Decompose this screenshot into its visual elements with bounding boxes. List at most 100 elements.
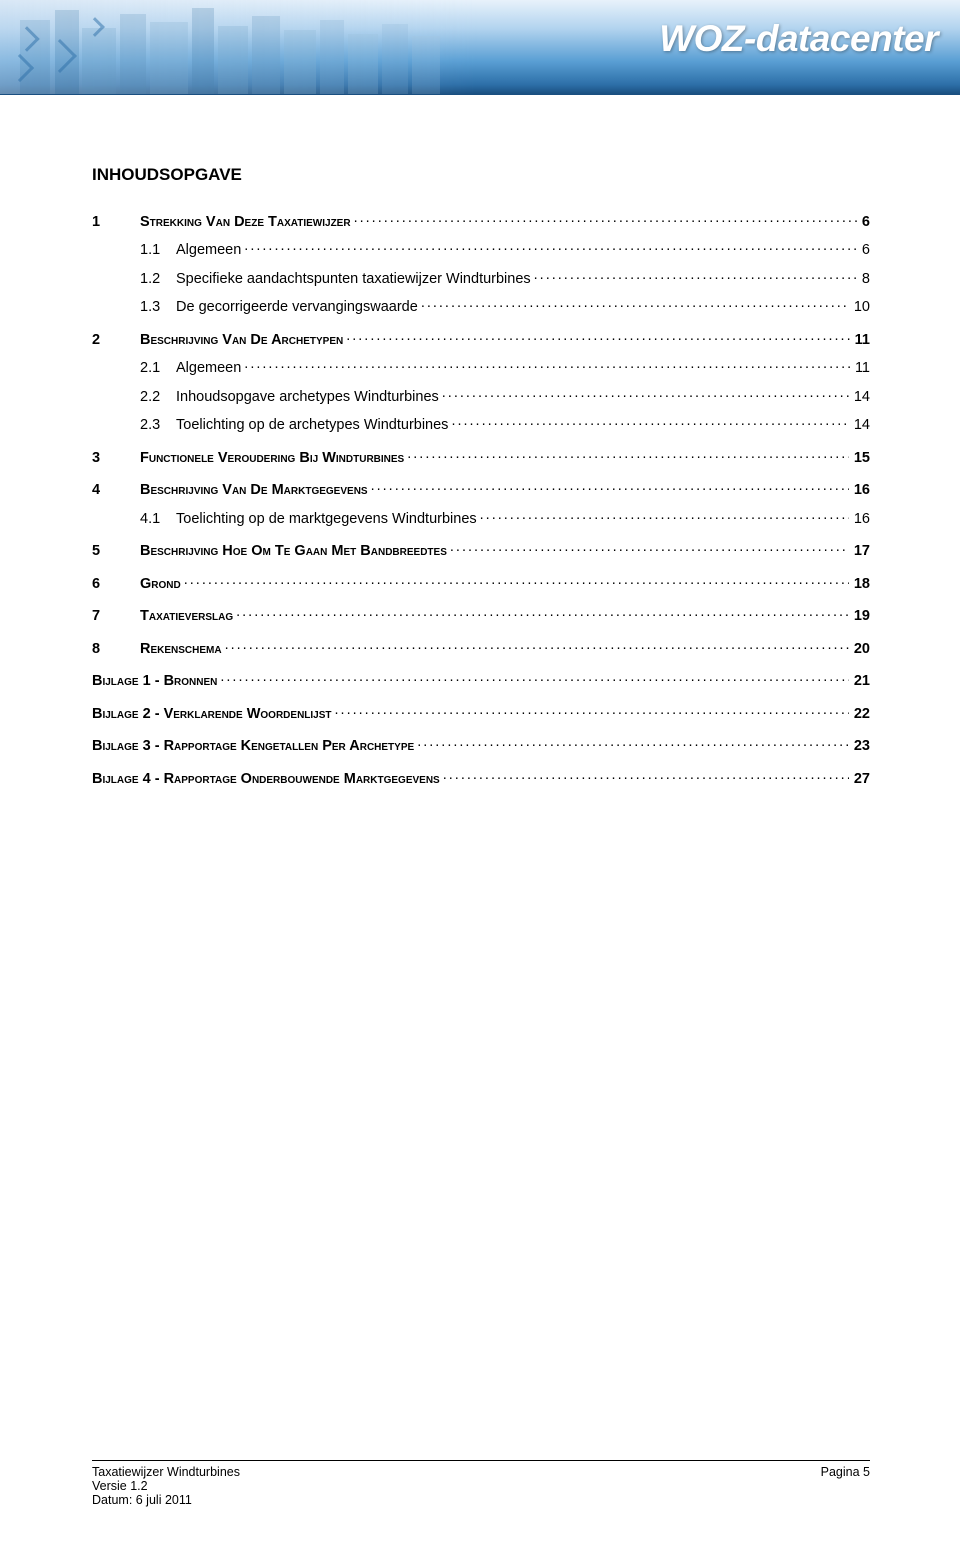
toc-page-number: 8 (862, 271, 870, 287)
toc-page-number: 11 (855, 360, 870, 376)
toc-label: De gecorrigeerde vervangingswaarde (176, 299, 418, 315)
toc-entry-sub: 1.1Algemeen 6 (92, 240, 870, 259)
toc-entry-main: 5Beschrijving Hoe Om Te Gaan Met Bandbre… (92, 541, 870, 560)
toc-label: Beschrijving Van De Archetypen (140, 332, 343, 348)
toc-group: 3Functionele Veroudering Bij Windturbine… (92, 447, 870, 466)
table-of-contents: 1Strekking Van Deze Taxatiewijzer61.1Alg… (92, 211, 870, 787)
toc-group: 4Beschrijving Van De Marktgegevens164.1T… (92, 480, 870, 527)
toc-number: 6 (92, 576, 140, 592)
toc-entry-main: 4Beschrijving Van De Marktgegevens 16 (92, 480, 870, 499)
footer-rule (92, 1460, 870, 1461)
toc-label: Functionele Veroudering Bij Windturbines (140, 450, 404, 466)
toc-group: 1Strekking Van Deze Taxatiewijzer6 1.1Alg… (92, 211, 870, 315)
toc-entry-sub: 2.1Algemeen 11 (92, 358, 870, 377)
toc-leader (443, 768, 849, 783)
toc-entry-main: Bijlage 2 - Verklarende Woordenlijst 22 (92, 703, 870, 722)
toc-label: Inhoudsopgave archetypes Windturbines (176, 389, 439, 405)
toc-group: 6Grond 18 (92, 573, 870, 592)
toc-group: Bijlage 2 - Verklarende Woordenlijst 22 (92, 703, 870, 722)
toc-leader (184, 573, 849, 588)
toc-leader (534, 268, 857, 283)
toc-number: 7 (92, 608, 140, 624)
toc-number: 5 (92, 543, 140, 559)
toc-entry-main: Bijlage 3 - Rapportage Kengetallen Per A… (92, 736, 870, 755)
toc-label: Algemeen (176, 360, 241, 376)
toc-page-number: 6 (862, 242, 870, 258)
toc-number: 4 (92, 482, 140, 498)
toc-page-number: 10 (854, 299, 870, 315)
toc-leader (225, 638, 849, 653)
toc-group: Bijlage 1 - Bronnen 21 (92, 671, 870, 690)
toc-label: Bijlage 2 - Verklarende Woordenlijst (92, 706, 332, 722)
toc-leader (335, 703, 849, 718)
toc-page-number: 17 (854, 543, 870, 559)
toc-number: 2.2 (92, 389, 176, 405)
toc-leader (354, 211, 857, 226)
footer-title: Taxatiewijzer Windturbines (92, 1465, 240, 1479)
toc-page-number: 22 (854, 706, 870, 722)
toc-label: Bijlage 3 - Rapportage Kengetallen Per A… (92, 738, 414, 754)
page-footer: Taxatiewijzer Windturbines Versie 1.2 Da… (92, 1460, 870, 1507)
toc-page-number: 14 (854, 417, 870, 433)
header-banner: WOZ-datacenter (0, 0, 960, 95)
toc-number: 1 (92, 214, 140, 230)
toc-entry-sub: 2.2Inhoudsopgave archetypes Windturbines… (92, 386, 870, 405)
toc-entry-main: 8Rekenschema20 (92, 638, 870, 657)
toc-page-number: 20 (854, 641, 870, 657)
toc-number: 4.1 (92, 511, 176, 527)
toc-entry-main: 7Taxatieverslag19 (92, 606, 870, 625)
toc-entry-sub: 4.1Toelichting op de marktgegevens Windt… (92, 508, 870, 527)
toc-entry-main: 6Grond 18 (92, 573, 870, 592)
toc-leader (236, 606, 849, 621)
toc-leader (450, 541, 849, 556)
banner-arrows (0, 0, 160, 95)
toc-leader (220, 671, 848, 686)
toc-leader (244, 240, 857, 255)
toc-page-number: 11 (855, 332, 870, 348)
footer-version: Versie 1.2 (92, 1479, 240, 1493)
toc-leader (442, 386, 849, 401)
toc-entry-sub: 1.2Specifieke aandachtspunten taxatiewij… (92, 268, 870, 287)
toc-leader (421, 297, 849, 312)
toc-page-number: 15 (854, 450, 870, 466)
toc-label: Grond (140, 576, 181, 592)
toc-entry-main: 1Strekking Van Deze Taxatiewijzer6 (92, 211, 870, 230)
toc-label: Beschrijving Van De Marktgegevens (140, 482, 368, 498)
toc-label: Bijlage 1 - Bronnen (92, 673, 217, 689)
toc-number: 2.1 (92, 360, 176, 376)
toc-number: 3 (92, 450, 140, 466)
toc-label: Rekenschema (140, 641, 222, 657)
toc-entry-sub: 2.3Toelichting op de archetypes Windturb… (92, 415, 870, 434)
toc-number: 2.3 (92, 417, 176, 433)
toc-page-number: 16 (854, 511, 870, 527)
banner-title: WOZ-datacenter (659, 18, 938, 60)
toc-number: 1.2 (92, 271, 176, 287)
toc-page-number: 14 (854, 389, 870, 405)
toc-label: Toelichting op de marktgegevens Windturb… (176, 511, 477, 527)
toc-label: Bijlage 4 - Rapportage Onderbouwende Mar… (92, 771, 440, 787)
toc-leader (451, 415, 848, 430)
toc-leader (480, 508, 849, 523)
toc-group: 2Beschrijving Van De Archetypen112.1Alge… (92, 329, 870, 433)
toc-number: 2 (92, 332, 140, 348)
toc-page-number: 21 (854, 673, 870, 689)
toc-leader (417, 736, 849, 751)
toc-group: Bijlage 3 - Rapportage Kengetallen Per A… (92, 736, 870, 755)
toc-number: 1.1 (92, 242, 176, 258)
toc-page-number: 18 (854, 576, 870, 592)
page-heading: INHOUDSOPGAVE (92, 165, 870, 185)
toc-page-number: 16 (854, 482, 870, 498)
toc-leader (371, 480, 849, 495)
toc-leader (346, 329, 849, 344)
toc-group: 5Beschrijving Hoe Om Te Gaan Met Bandbre… (92, 541, 870, 560)
toc-page-number: 27 (854, 771, 870, 787)
toc-label: Algemeen (176, 242, 241, 258)
page-body: INHOUDSOPGAVE 1Strekking Van Deze Taxati… (0, 95, 960, 787)
toc-label: Specifieke aandachtspunten taxatiewijzer… (176, 271, 531, 287)
toc-label: Toelichting op de archetypes Windturbine… (176, 417, 448, 433)
toc-page-number: 19 (854, 608, 870, 624)
toc-group: 7Taxatieverslag19 (92, 606, 870, 625)
toc-entry-main: 2Beschrijving Van De Archetypen 11 (92, 329, 870, 348)
toc-page-number: 6 (862, 214, 870, 230)
toc-label: Beschrijving Hoe Om Te Gaan Met Bandbree… (140, 543, 447, 559)
